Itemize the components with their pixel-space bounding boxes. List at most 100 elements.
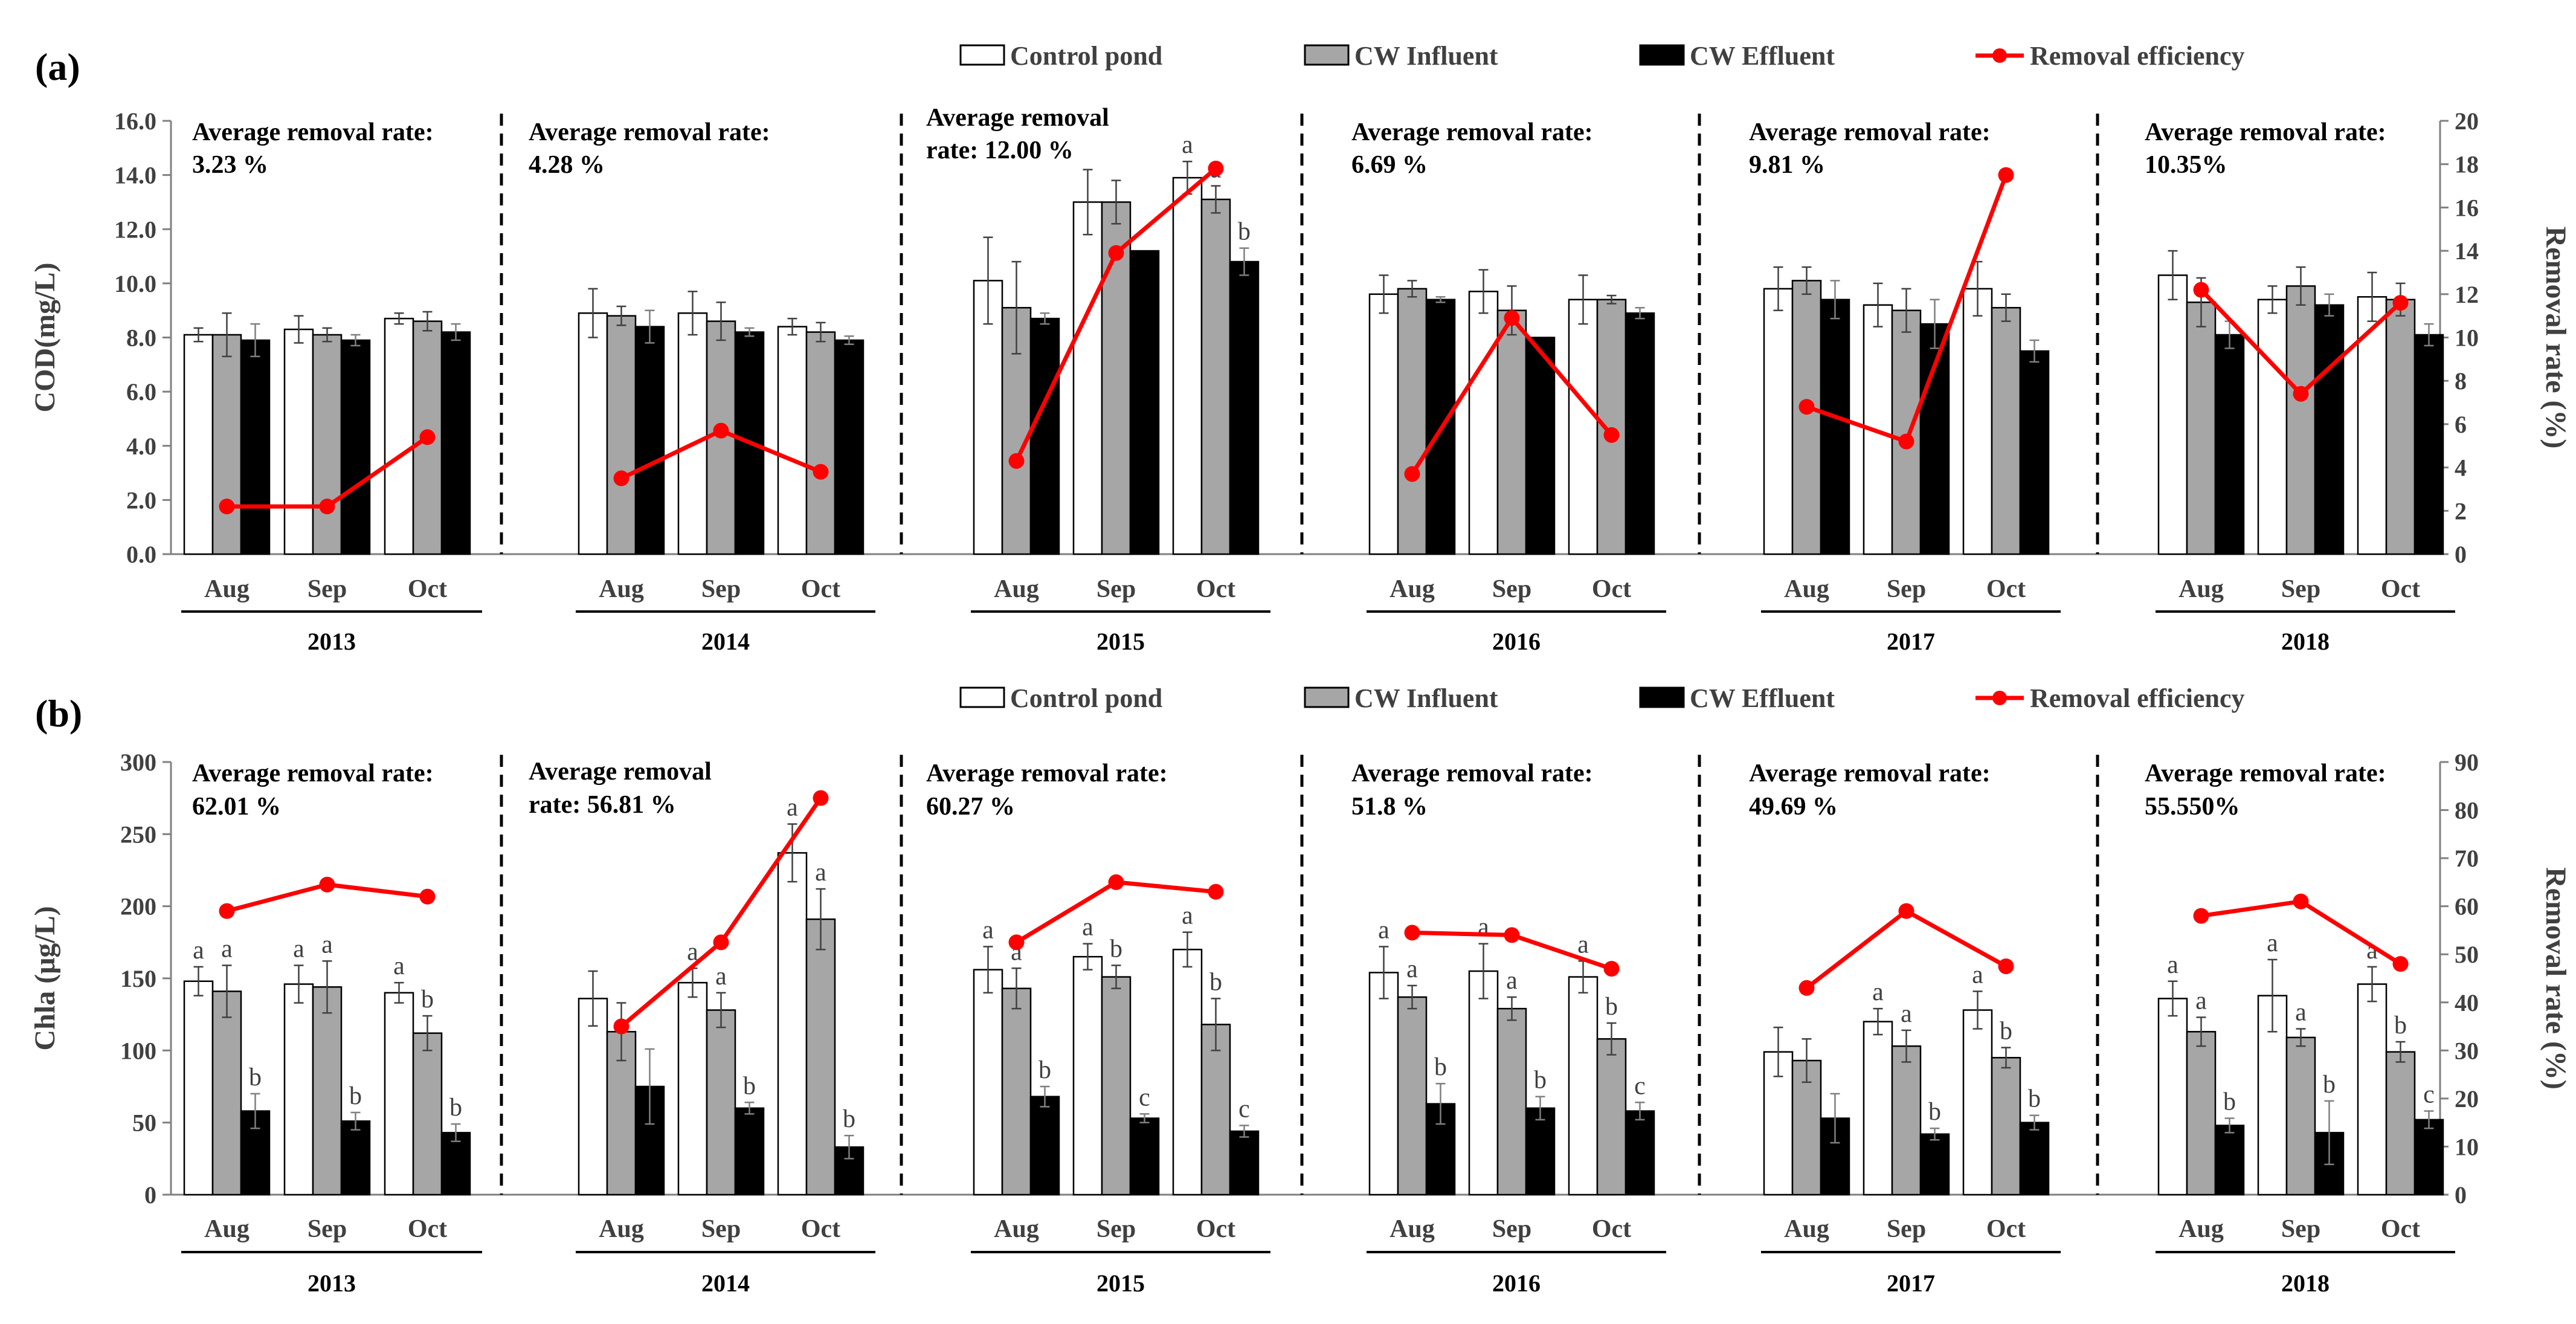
month-label: Aug <box>994 1215 1039 1243</box>
legend-swatch-effluent <box>1639 44 1685 66</box>
month-label: Oct <box>1986 575 2026 603</box>
year-annotation: 55.550% <box>2145 793 2240 821</box>
month-label: Sep <box>701 575 741 603</box>
y2-tick-label: 2 <box>2455 497 2467 525</box>
month-label: Aug <box>2178 1215 2224 1243</box>
year-label: 2013 <box>308 628 356 655</box>
month-label: Aug <box>994 575 1039 603</box>
removal-point <box>1504 310 1520 326</box>
bar-influent <box>706 1009 736 1196</box>
year-label: 2018 <box>2281 1270 2330 1297</box>
bar-influent <box>1101 976 1132 1196</box>
y2-tick-label: 8 <box>2455 367 2467 395</box>
removal-point <box>319 876 335 893</box>
bar-control <box>1863 1021 1893 1196</box>
legend-swatch-influent <box>1304 686 1350 708</box>
significance-letter: b <box>1238 218 1251 246</box>
bar-influent <box>1496 1007 1527 1196</box>
significance-letter: a <box>1406 955 1418 983</box>
bar-control <box>2357 983 2388 1196</box>
significance-letter: b <box>1038 1056 1051 1084</box>
bar-influent <box>1891 309 1922 555</box>
significance-letter: a <box>321 931 333 958</box>
legend-label: CW Effluent <box>1690 41 1835 71</box>
significance-letter: a <box>2295 999 2307 1027</box>
year-annotation: Average removal rate: <box>1351 118 1593 146</box>
month-label: Sep <box>1887 1215 1926 1243</box>
year-label: 2017 <box>1887 628 1935 655</box>
year-label: 2013 <box>308 1270 356 1297</box>
bar-control <box>1072 201 1103 555</box>
bar-influent <box>1596 299 1627 555</box>
year-annotation: Average removal rate: <box>192 118 434 146</box>
significance-letter: c <box>1139 1083 1150 1111</box>
y2-tick-label: 40 <box>2455 989 2479 1016</box>
removal-point <box>2193 282 2209 298</box>
year-label: 2016 <box>1492 628 1541 655</box>
y-tick-label: 6.0 <box>126 378 156 405</box>
significance-letter: b <box>349 1082 362 1110</box>
year-label: 2017 <box>1887 1270 1935 1297</box>
removal-point <box>1504 927 1520 943</box>
bar-effluent <box>2019 350 2050 555</box>
removal-point <box>419 888 436 905</box>
month-label: Oct <box>1196 1215 1235 1243</box>
bar-effluent <box>2413 334 2444 555</box>
significance-letter: a <box>1506 967 1518 995</box>
year-annotation: 51.8 % <box>1351 793 1428 821</box>
bar-influent <box>1891 1045 1922 1196</box>
significance-letter: a <box>2267 929 2278 957</box>
bar-control <box>973 969 1003 1196</box>
bar-influent <box>2385 299 2416 555</box>
bar-control <box>677 981 708 1196</box>
bar-effluent <box>1525 337 1556 555</box>
bar-control <box>1568 299 1599 555</box>
removal-point <box>1603 427 1620 443</box>
month-label: Sep <box>2281 1215 2320 1243</box>
removal-point <box>2293 893 2309 909</box>
bar-influent <box>1496 309 1527 555</box>
y-tick-label: 12.0 <box>114 216 156 243</box>
month-label: Oct <box>408 1215 447 1243</box>
y-tick-label: 150 <box>120 965 156 992</box>
bar-control <box>1172 176 1203 555</box>
bar-influent <box>606 315 637 555</box>
y2-tick-label: 10 <box>2455 325 2479 352</box>
year-annotation: 49.69 % <box>1749 793 1838 821</box>
y-tick-label: 0.0 <box>126 541 156 568</box>
bar-effluent <box>1029 317 1060 555</box>
bar-influent <box>211 334 242 555</box>
legend-label: CW Effluent <box>1690 683 1835 713</box>
significance-letter: b <box>2028 1085 2041 1113</box>
y2-tick-label: 18 <box>2455 151 2479 178</box>
bar-control <box>1468 291 1499 555</box>
y-axis-title: Chla (μg/L) <box>29 906 61 1050</box>
year-annotation: 4.28 % <box>529 151 605 179</box>
bar-control <box>1368 293 1399 555</box>
panel-b-chla: (b) Control pond CW Influent CW Effluent Rem… <box>29 683 2572 1297</box>
significance-letter: a <box>2167 951 2178 979</box>
removal-point <box>219 903 235 919</box>
month-label: Oct <box>408 575 447 603</box>
bar-control <box>1368 972 1399 1196</box>
significance-letter: b <box>2323 1071 2336 1099</box>
legend-label: Removal efficiency <box>2030 41 2245 71</box>
bar-effluent <box>440 331 471 555</box>
removal-point <box>1798 980 1815 996</box>
year-label: 2018 <box>2281 628 2330 655</box>
removal-point <box>219 499 235 515</box>
removal-point <box>1208 160 1224 176</box>
month-label: Oct <box>1592 1215 1631 1243</box>
significance-letter: b <box>743 1072 756 1100</box>
significance-letter: a <box>2195 987 2207 1015</box>
y-tick-label: 250 <box>120 821 156 848</box>
y2-tick-label: 80 <box>2455 797 2479 824</box>
bar-control <box>1962 1009 1993 1196</box>
significance-letter: b <box>421 986 434 1013</box>
significance-letter: a <box>393 952 405 980</box>
month-label: Sep <box>1096 1215 1136 1243</box>
month-label: Sep <box>308 1215 347 1243</box>
bar-influent <box>1001 987 1032 1196</box>
y2-tick-label: 50 <box>2455 941 2479 968</box>
bar-effluent <box>2214 334 2245 555</box>
